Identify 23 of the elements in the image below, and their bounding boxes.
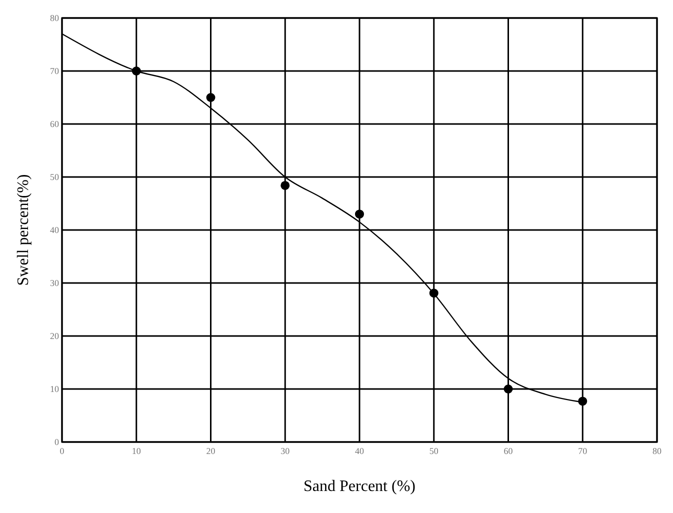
- point: [280, 180, 290, 190]
- y-tick-label: 20: [50, 331, 60, 341]
- point: [355, 210, 364, 219]
- x-tick-label: 60: [504, 446, 514, 456]
- y-tick-label: 60: [50, 119, 60, 129]
- x-tick-label: 80: [652, 446, 662, 456]
- y-tick-label: 80: [50, 13, 60, 23]
- x-tick-label: 70: [578, 446, 588, 456]
- y-axis-title: Swell percent(%): [15, 174, 32, 286]
- x-axis-title: Sand Percent (%): [304, 478, 416, 495]
- y-tick-label: 40: [50, 225, 60, 235]
- y-tick-label: 50: [50, 172, 60, 182]
- y-tick-label: 30: [50, 278, 60, 288]
- x-tick-label: 50: [429, 446, 439, 456]
- y-tick-label: 70: [50, 66, 60, 76]
- y-tick-label: 0: [54, 437, 60, 447]
- x-tick-label: 40: [355, 446, 364, 456]
- y-tick-label: 10: [50, 384, 60, 394]
- x-tick-label: 20: [206, 446, 216, 456]
- x-tick-label: 30: [280, 446, 290, 456]
- x-tick-label: 10: [132, 446, 142, 456]
- point: [206, 93, 216, 102]
- point: [504, 384, 513, 394]
